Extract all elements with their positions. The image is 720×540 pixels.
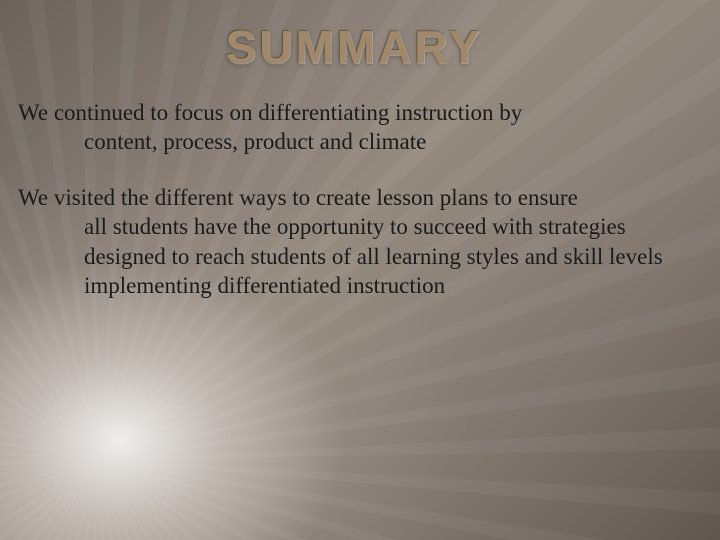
paragraph-2: We visited the different ways to create … bbox=[18, 183, 690, 301]
paragraph-2-cont: all students have the opportunity to suc… bbox=[18, 212, 690, 300]
paragraph-1: We continued to focus on differentiating… bbox=[18, 98, 690, 157]
slide: SUMMARY We continued to focus on differe… bbox=[0, 0, 720, 540]
paragraph-1-cont: content, process, product and climate bbox=[18, 127, 690, 156]
slide-body: We continued to focus on differentiating… bbox=[18, 98, 690, 301]
slide-title: SUMMARY bbox=[18, 20, 690, 74]
paragraph-1-firstline: We continued to focus on differentiating… bbox=[18, 98, 690, 127]
paragraph-2-firstline: We visited the different ways to create … bbox=[18, 183, 690, 212]
